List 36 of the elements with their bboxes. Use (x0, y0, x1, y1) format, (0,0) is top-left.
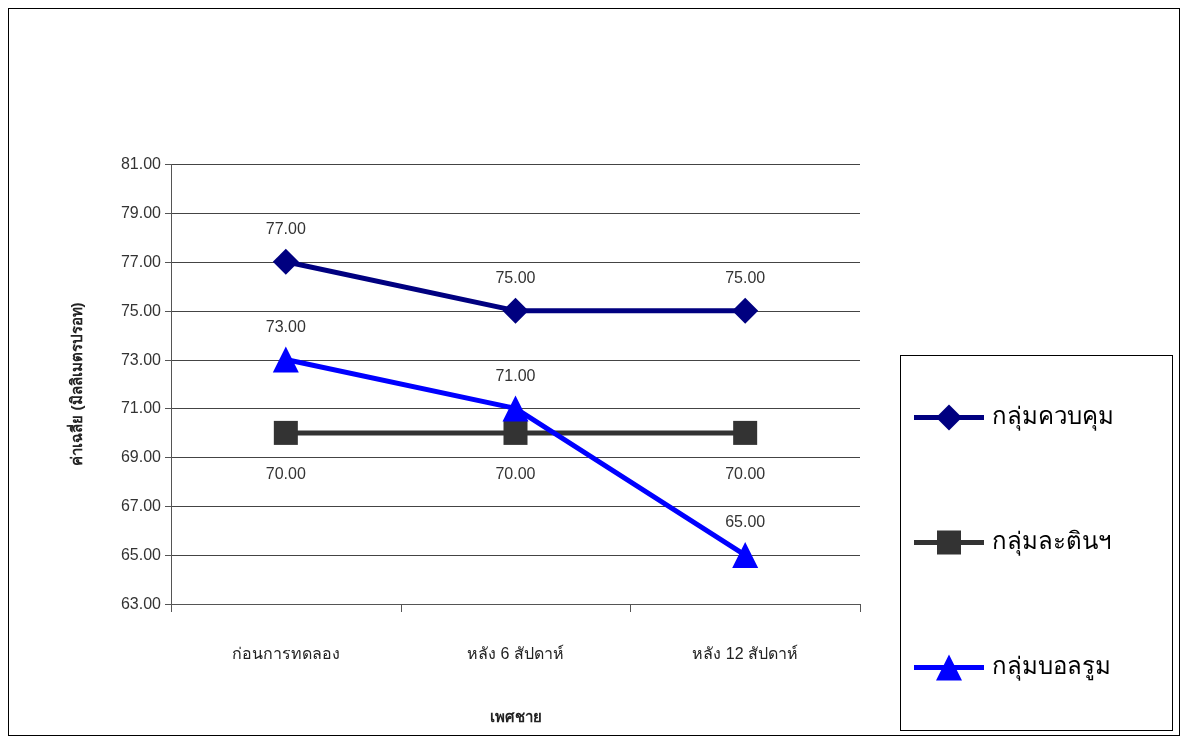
data-label: 75.00 (725, 268, 766, 286)
x-tick-label: หลัง 6 สัปดาห์ (467, 644, 564, 663)
point (733, 420, 758, 445)
y-tick-label: 69.00 (120, 447, 162, 465)
data-label: 73.00 (265, 317, 306, 335)
point (732, 542, 759, 569)
data-label: 77.00 (265, 220, 306, 238)
legend-label: กลุ่มควบคุม (992, 401, 1114, 431)
y-tick-label: 63.00 (120, 594, 162, 612)
y-tick-label: 79.00 (120, 203, 162, 221)
y-tick-label: 73.00 (120, 350, 162, 368)
data-label: 65.00 (725, 513, 766, 531)
x-tick-label: หลัง 12 สัปดาห์ (692, 644, 799, 663)
y-tick-label: 75.00 (120, 301, 162, 319)
legend-label: กลุ่มละตินฯ (992, 526, 1111, 556)
point (272, 248, 299, 275)
data-label: 70.00 (265, 465, 306, 483)
x-tick-label: ก่อนการทดลอง (231, 645, 340, 663)
point (272, 346, 299, 373)
y-axis-title: ค่าเฉลี่ย (มิลลิเมตรปรอท) (65, 302, 85, 466)
point (732, 297, 759, 324)
y-tick-label: 77.00 (120, 252, 162, 270)
x-axis-title: เพศชาย (489, 707, 542, 725)
point (273, 420, 298, 445)
point (502, 297, 529, 324)
y-tick-label: 71.00 (120, 398, 162, 416)
data-label: 70.00 (725, 465, 766, 483)
point (502, 395, 529, 422)
data-label: 75.00 (495, 268, 536, 286)
legend-label: กลุ่มบอลรูม (992, 651, 1111, 681)
y-tick-label: 81.00 (120, 154, 162, 172)
data-label: 71.00 (495, 366, 536, 384)
data-label: 70.00 (495, 465, 536, 483)
point (503, 420, 528, 445)
y-tick-label: 65.00 (120, 545, 162, 563)
y-tick-label: 67.00 (120, 496, 162, 514)
